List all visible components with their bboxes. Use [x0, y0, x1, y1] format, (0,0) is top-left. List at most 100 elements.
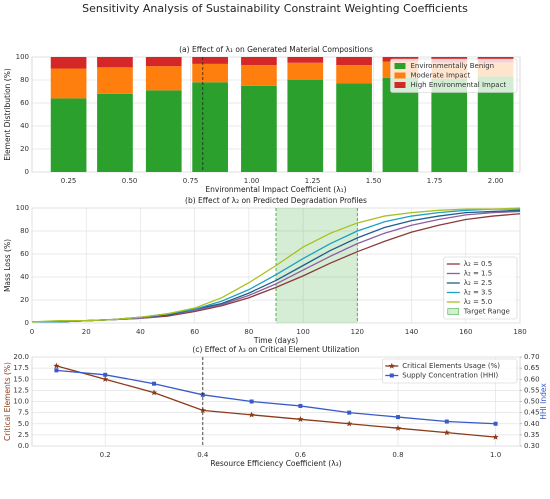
x-tick-label: 1.25 [305, 177, 321, 185]
legend-label: Supply Concentration (HHI) [402, 372, 498, 380]
legend-label: Critical Elements Usage (%) [402, 362, 500, 370]
bar-segment [192, 57, 228, 64]
x-tick-label: 180 [513, 328, 526, 336]
bar-segment [241, 85, 277, 172]
bar-segment [145, 90, 182, 172]
y-tick-label: 60 [20, 250, 29, 258]
legend-swatch [394, 72, 406, 79]
y-tick-label: 2.5 [18, 431, 29, 439]
legend: Critical Elements Usage (%) Supply Concen… [381, 358, 518, 384]
marker [199, 407, 206, 414]
x-tick-label: 2.00 [488, 177, 504, 185]
bar-segment [192, 82, 228, 172]
series-line [56, 365, 496, 438]
bar-segment [287, 80, 324, 172]
y-tick-label: 80 [20, 227, 29, 235]
marker [347, 410, 352, 415]
series-line [56, 369, 496, 425]
marker [346, 420, 353, 427]
legend-marker [388, 362, 395, 369]
y2-tick-label: 0.50 [524, 398, 540, 406]
x-tick-label: 0.8 [392, 451, 403, 459]
legend-box [390, 58, 518, 93]
y-tick-label: 12.5 [13, 386, 29, 394]
y-tick-label: 0 [25, 319, 29, 327]
y-tick-label: 0 [25, 168, 29, 176]
y-tick-label: 20.0 [13, 353, 29, 361]
y-tick-label: 100 [16, 204, 29, 212]
marker [249, 399, 254, 404]
legend-label: λ₂ = 5.0 [464, 298, 492, 306]
y-axis-label: Critical Elements (%) [3, 362, 12, 441]
subplot-title: (b) Effect of λ₂ on Predicted Degradatio… [185, 196, 367, 205]
bar-segment [97, 93, 133, 172]
y2-tick-label: 0.55 [524, 386, 540, 394]
x-tick-label: 140 [405, 328, 418, 336]
x-tick-label: 1.00 [244, 177, 260, 185]
y-tick-label: 100 [16, 53, 29, 61]
bar-segment [50, 98, 87, 172]
marker [53, 362, 60, 369]
y-tick-label: 20 [20, 145, 29, 153]
x-tick-label: 0.4 [197, 451, 209, 459]
bar-segment [382, 77, 419, 172]
marker [443, 429, 450, 436]
y2-axis-label: HHI Index [539, 383, 548, 420]
bar-segment [50, 57, 87, 69]
y-tick-label: 17.5 [13, 364, 29, 372]
bar-segment [287, 62, 324, 80]
bar-segment [50, 68, 87, 99]
x-tick-label: 40 [136, 328, 145, 336]
subplot-title: (c) Effect of λ₃ on Critical Element Uti… [192, 345, 359, 354]
marker [103, 372, 108, 377]
subplot-title: (a) Effect of λ₁ on Generated Material C… [179, 45, 373, 54]
marker [444, 419, 449, 424]
x-tick-label: 1.0 [490, 451, 501, 459]
y-tick-label: 7.5 [18, 409, 29, 417]
marker [394, 424, 402, 431]
x-tick-label: 80 [244, 328, 253, 336]
y-tick-label: 15.0 [13, 375, 29, 383]
legend-label: Moderate Impact [411, 72, 471, 80]
y-tick-label: 40 [20, 273, 29, 281]
x-axis-label: Environmental Impact Coefficient (λ₁) [205, 185, 346, 194]
bar-segment [241, 57, 277, 66]
x-tick-label: 1.75 [427, 177, 443, 185]
x-tick-label: 100 [296, 328, 309, 336]
y2-tick-label: 0.40 [524, 420, 540, 428]
legend-label: λ₂ = 3.5 [464, 289, 492, 297]
marker [297, 416, 304, 422]
legend-marker [389, 373, 394, 378]
y-tick-label: 0.0 [18, 442, 29, 450]
bar-segment [287, 57, 324, 63]
bar-segment [145, 66, 182, 91]
bar-segment [97, 57, 133, 68]
x-tick-label: 60 [190, 328, 199, 336]
y-tick-label: 40 [20, 122, 29, 130]
bar-segment [97, 67, 133, 94]
x-tick-label: 0 [30, 328, 34, 336]
y-tick-label: 10.0 [13, 398, 29, 406]
y-tick-label: 5.0 [18, 420, 29, 428]
bar-segment [241, 65, 277, 86]
y2-tick-label: 0.65 [524, 364, 540, 372]
y2-tick-label: 0.35 [524, 431, 540, 439]
legend-swatch [447, 308, 460, 315]
x-tick-label: 0.75 [183, 177, 199, 185]
legend-swatch [394, 82, 406, 88]
series-line [31, 207, 521, 323]
bar-segment [336, 83, 372, 172]
marker [396, 415, 400, 420]
legend-label: λ₂ = 2.5 [464, 279, 492, 287]
x-tick-label: 0.6 [295, 451, 307, 459]
x-tick-label: 0.50 [122, 177, 138, 185]
figure-title: Sensitivity Analysis of Sustainability C… [82, 2, 468, 15]
x-tick-label: 0.2 [100, 451, 111, 459]
y2-tick-label: 0.45 [524, 409, 540, 417]
y-tick-label: 60 [20, 99, 29, 107]
marker [102, 375, 109, 382]
legend-box [381, 358, 518, 384]
legend-box [443, 256, 518, 320]
x-tick-label: 1.50 [366, 177, 382, 185]
